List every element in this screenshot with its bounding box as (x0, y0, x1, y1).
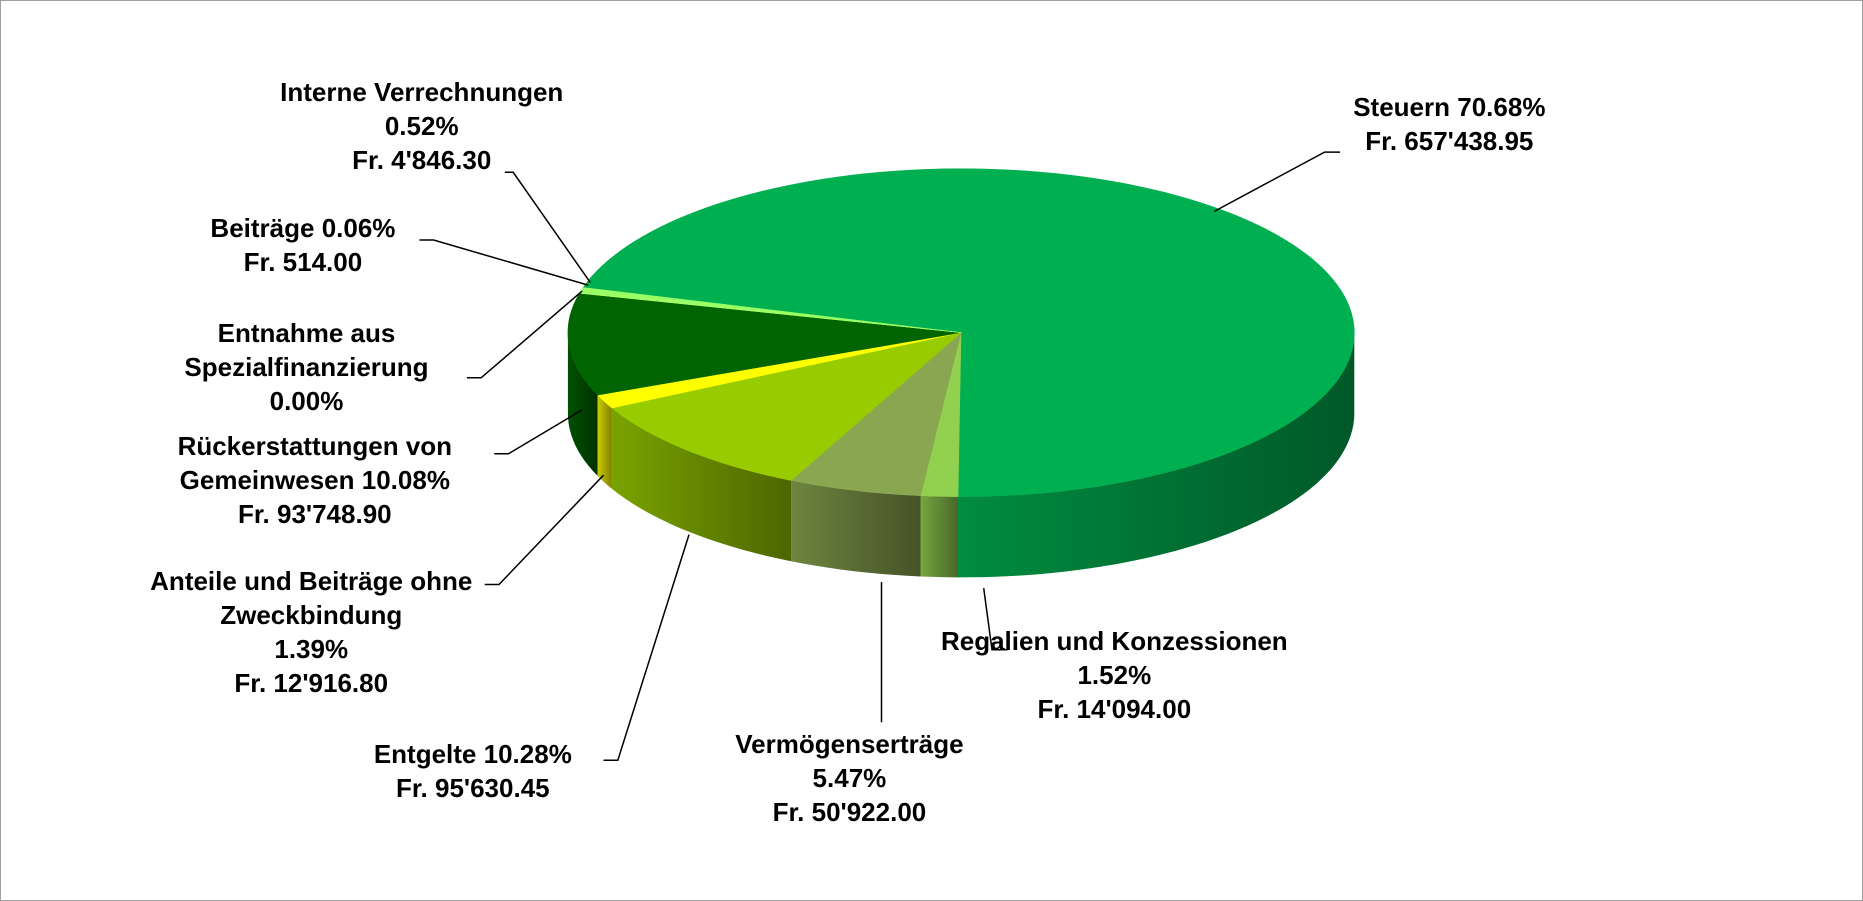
slice (790, 331, 962, 496)
label-text: Beiträge (210, 213, 315, 244)
label-text: Anteile und Beiträge ohne Zweckbindung (150, 566, 473, 631)
data-label: Anteile und Beiträge ohne Zweckbindung 1.… (133, 564, 489, 700)
label-text: Fr. 12'916.80 (234, 668, 389, 699)
leader-line (603, 534, 690, 762)
label-text: 10.28% (483, 738, 572, 769)
label-text: Regalien und Konzessionen (940, 625, 1288, 656)
label-text: Entnahme aus Spezialfinanzierung (184, 318, 429, 382)
slice-side (958, 332, 1355, 578)
label-text: 5.47% (812, 763, 887, 794)
label-text: 0.00% (269, 386, 344, 416)
label-text: 70.68% (1457, 92, 1546, 123)
slice-side (920, 495, 958, 578)
label-text: 1.39% (274, 634, 349, 665)
data-label: Entnahme aus Spezialfinanzierung 0.00% (140, 316, 473, 418)
label-text: Fr. 50'922.00 (772, 797, 927, 828)
leader-line (504, 171, 592, 284)
label-text: Fr. 93'748.90 (237, 498, 392, 529)
data-label: Interne Verrechnungen 0.52% Fr. 4'846.30 (220, 75, 624, 177)
label-text: Entgelte (373, 738, 477, 769)
leader-line (484, 474, 605, 586)
label-text: Fr. 4'846.30 (352, 144, 492, 175)
data-label: Rückerstattungen von Gemeinwesen 10.08% F… (125, 429, 505, 531)
label-text: Fr. 95'630.45 (395, 772, 550, 803)
slice-side (597, 395, 612, 489)
slice-side (567, 332, 598, 476)
data-label: Regalien und Konzessionen 1.52% Fr. 14'09… (936, 624, 1292, 726)
label-text: Fr. 514.00 (243, 247, 363, 278)
label-text: 10.08% (361, 464, 450, 495)
slice-side (611, 408, 792, 562)
leader-line (494, 409, 583, 455)
label-text: Steuern (1353, 92, 1451, 123)
leader-line (982, 587, 1008, 651)
slice (567, 292, 962, 396)
label-text: Fr. 657'438.95 (1365, 126, 1534, 157)
label-text: Interne Verrechnungen (280, 76, 564, 107)
leader-line (466, 290, 583, 379)
label-text: Vermögenserträge (735, 729, 964, 760)
label-text: Rückerstattungen von Gemeinwesen (177, 430, 453, 495)
label-text: 0.06% (321, 213, 396, 244)
data-label: Entgelte 10.28% Fr. 95'630.45 (318, 737, 627, 805)
slice-side (791, 480, 921, 577)
label-text: 0.52% (384, 110, 459, 141)
leader-line (1213, 151, 1341, 213)
label-text: Fr. 14'094.00 (1037, 693, 1192, 724)
data-label: Vermögenserträge 5.47% Fr. 50'922.00 (671, 727, 1027, 829)
slice (611, 332, 962, 481)
data-label: Steuern 70.68% Fr. 657'438.95 (1259, 90, 1639, 158)
data-label: Beiträge 0.06% Fr. 514.00 (149, 211, 458, 279)
slice (582, 168, 1355, 497)
leader-line (419, 239, 589, 286)
label-text: 1.52% (1077, 659, 1152, 690)
slice (579, 287, 962, 333)
